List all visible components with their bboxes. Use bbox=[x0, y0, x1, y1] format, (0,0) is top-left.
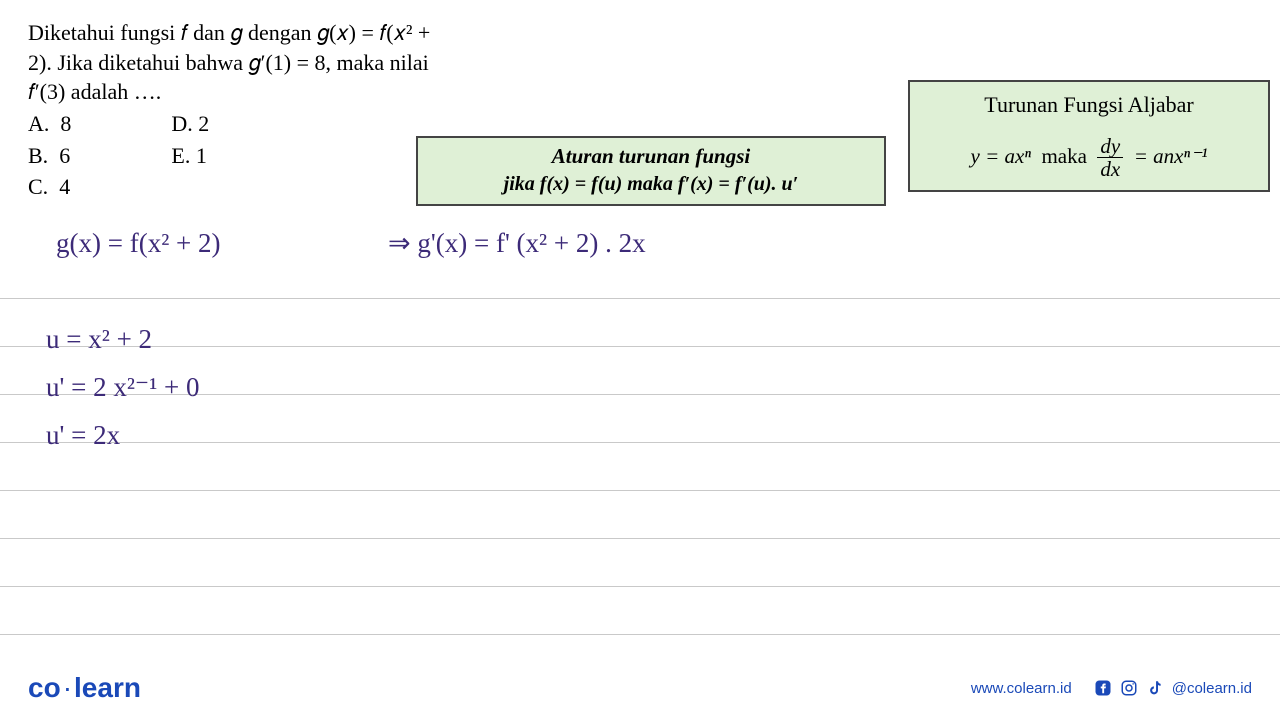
social-handle: @colearn.id bbox=[1172, 680, 1252, 697]
option-e-value: 1 bbox=[196, 143, 207, 168]
theory-fraction: dy dx bbox=[1097, 136, 1123, 180]
ruled-line bbox=[0, 634, 1280, 635]
theory-body: y = axⁿ maka dy dx = anxⁿ⁻¹ bbox=[922, 136, 1256, 180]
facebook-icon bbox=[1094, 679, 1112, 697]
chain-rule-box: Aturan turunan fungsi jika f(x) = f(u) m… bbox=[416, 136, 886, 206]
hw-uprime2: u' = 2x bbox=[46, 420, 120, 451]
derivative-theory-box: Turunan Fungsi Aljabar y = axⁿ maka dy d… bbox=[908, 80, 1270, 192]
options-col1: A. 8 B. 6 C. 4 bbox=[28, 109, 71, 204]
option-b: B. 6 bbox=[28, 141, 71, 171]
ruled-line bbox=[0, 538, 1280, 539]
brand-logo: co·learn bbox=[28, 672, 141, 704]
question-line1: Diketahui fungsi 𝑓 dan 𝑔 dengan 𝑔(𝑥) = 𝑓… bbox=[28, 18, 488, 48]
ruled-line bbox=[0, 298, 1280, 299]
footer-url: www.colearn.id bbox=[971, 680, 1072, 697]
option-d: D. 2 bbox=[171, 109, 209, 139]
option-c: C. 4 bbox=[28, 172, 71, 202]
theory-title: Turunan Fungsi Aljabar bbox=[922, 92, 1256, 118]
socials: @colearn.id bbox=[1094, 679, 1252, 697]
theory-mid: maka bbox=[1041, 144, 1086, 168]
option-a: A. 8 bbox=[28, 109, 71, 139]
option-e: E. 1 bbox=[171, 141, 209, 171]
logo-learn: learn bbox=[74, 672, 141, 703]
logo-dot: · bbox=[63, 672, 72, 703]
hw-u: u = x² + 2 bbox=[46, 324, 152, 355]
hw-gprime: ⇒ g'(x) = f' (x² + 2) . 2x bbox=[388, 228, 646, 259]
question-line3: 𝑓′(3) adalah …. bbox=[28, 77, 488, 107]
ruled-line bbox=[0, 442, 1280, 443]
logo-co: co bbox=[28, 672, 61, 703]
hw-gx: g(x) = f(x² + 2) bbox=[56, 228, 221, 259]
option-a-value: 8 bbox=[60, 111, 71, 136]
hw-uprime1: u' = 2 x²⁻¹ + 0 bbox=[46, 372, 200, 403]
ruled-line bbox=[0, 586, 1280, 587]
options-col2: D. 2 E. 1 bbox=[171, 109, 209, 204]
theory-rhs: = anxⁿ⁻¹ bbox=[1134, 144, 1208, 168]
instagram-icon bbox=[1120, 679, 1138, 697]
tiktok-icon bbox=[1146, 679, 1164, 697]
top-area: Diketahui fungsi 𝑓 dan 𝑔 dengan 𝑔(𝑥) = 𝑓… bbox=[28, 18, 1252, 218]
option-c-value: 4 bbox=[59, 174, 70, 199]
theory-lhs: y = axⁿ bbox=[971, 144, 1031, 168]
ruled-line bbox=[0, 490, 1280, 491]
footer: co·learn www.colearn.id @colearn.id bbox=[28, 672, 1252, 704]
page: Diketahui fungsi 𝑓 dan 𝑔 dengan 𝑔(𝑥) = 𝑓… bbox=[0, 0, 1280, 720]
frac-denominator: dx bbox=[1097, 158, 1123, 180]
footer-right: www.colearn.id @colearn.id bbox=[971, 679, 1252, 697]
rule-title: Aturan turunan fungsi bbox=[428, 144, 874, 169]
option-d-value: 2 bbox=[198, 111, 209, 136]
frac-numerator: dy bbox=[1097, 136, 1123, 158]
rule-body: jika f(x) = f(u) maka f′(x) = f′(u). u′ bbox=[428, 173, 874, 196]
option-b-value: 6 bbox=[59, 143, 70, 168]
question-line2: 2). Jika diketahui bahwa 𝑔′(1) = 8, maka… bbox=[28, 48, 488, 78]
ruled-line bbox=[0, 346, 1280, 347]
